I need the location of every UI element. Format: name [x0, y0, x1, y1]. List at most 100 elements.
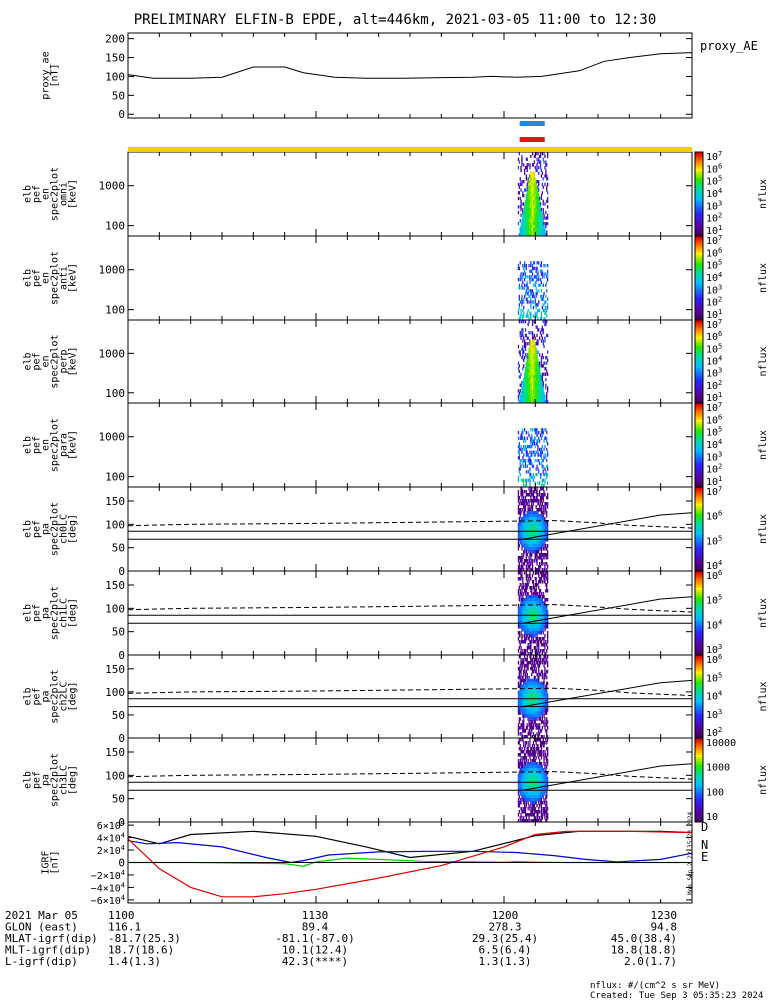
heatmap-cell [540, 356, 543, 360]
heatmap-cell [531, 541, 533, 545]
heatmap-cell [529, 188, 531, 192]
heatmap-cell [544, 708, 546, 712]
heatmap-cell [533, 442, 535, 446]
heatmap-cell [531, 762, 533, 766]
heatmap-cell [530, 303, 532, 307]
heatmap-cell [517, 493, 520, 497]
heatmap-cell [528, 511, 530, 515]
heatmap-cell [528, 777, 530, 781]
heatmap-cell [524, 344, 527, 349]
heatmap-cell [539, 684, 541, 689]
heatmap-cell [528, 361, 530, 365]
heatmap-cell [543, 735, 545, 739]
heatmap-cell [544, 693, 546, 697]
colorbar-cell [695, 396, 703, 400]
colorbar-cell [695, 166, 703, 170]
heatmap-cell [531, 529, 533, 533]
heatmap-cell [545, 372, 547, 376]
colorbar-cell [695, 164, 703, 168]
heatmap-cell [544, 523, 546, 527]
heatmap-cell [543, 517, 545, 521]
heatmap-cell [527, 292, 529, 296]
heatmap-cell [545, 216, 547, 220]
heatmap-cell [524, 520, 527, 524]
heatmap-cell [530, 487, 532, 491]
heatmap-cell [522, 607, 524, 611]
heatmap-cell [533, 347, 535, 351]
heatmap-cell [527, 314, 529, 318]
heatmap-cell [522, 729, 524, 733]
heatmap-cell [543, 672, 545, 677]
heatmap-cell [525, 481, 527, 485]
heatmap-cell [524, 813, 527, 817]
colorbar-cell [695, 679, 703, 683]
heatmap-cell [539, 753, 542, 757]
colorbar-cell [695, 461, 703, 465]
heatmap-cell [545, 774, 547, 778]
heatmap-cell [530, 780, 532, 784]
heatmap-cell [531, 514, 533, 518]
heatmap-cell [522, 286, 524, 290]
heatmap-cell [546, 547, 548, 551]
heatmap-cell [517, 616, 520, 620]
colorbar-cell [695, 187, 703, 191]
ylabel-line: spec2plot [50, 251, 61, 305]
heatmap-cell [531, 619, 533, 623]
heatmap-cell [522, 447, 524, 452]
heatmap-cell [522, 556, 524, 560]
heatmap-cell [526, 292, 528, 296]
colorbar-cell [695, 238, 703, 241]
heatmap-cell [519, 473, 521, 477]
heatmap-cell [521, 478, 523, 482]
heatmap-cell [524, 459, 526, 463]
heatmap-cell [523, 786, 525, 790]
heatmap-cell [521, 705, 523, 709]
heatmap-cell [534, 526, 536, 530]
colorbar-cell [695, 608, 703, 612]
heatmap-cell [523, 672, 525, 677]
heatmap-cell [519, 780, 521, 784]
heatmap-cell [533, 523, 535, 527]
heatmap-cell [537, 604, 539, 608]
heatmap-cell [531, 625, 533, 629]
heatmap-cell [539, 224, 541, 229]
heatmap-cell [523, 717, 525, 721]
heatmap-cell [538, 227, 540, 231]
heatmap-cell [537, 224, 539, 229]
colorbar-cell [695, 355, 703, 358]
heatmap-cell [538, 202, 540, 206]
heatmap-cell [531, 580, 534, 584]
heatmap-cell [527, 389, 529, 393]
heatmap-cell [539, 556, 542, 560]
heatmap-cell [526, 233, 528, 237]
heatmap-cell [521, 616, 523, 620]
heatmap-cell [539, 447, 541, 452]
heatmap-cell [529, 604, 531, 608]
heatmap-cell [529, 199, 531, 203]
heatmap-cell [519, 511, 521, 515]
heatmap-cell [530, 604, 532, 608]
heatmap-cell [519, 467, 521, 471]
heatmap-cell [544, 634, 546, 638]
heatmap-cell [525, 367, 527, 371]
heatmap-cell [529, 213, 531, 217]
heatmap-cell [528, 185, 530, 189]
heatmap-cell [524, 378, 527, 382]
heatmap-cell [520, 487, 522, 491]
heatmap-cell [524, 699, 526, 703]
heatmap-cell [522, 714, 524, 718]
heatmap-cell [533, 783, 535, 787]
heatmap-cell [520, 224, 522, 229]
heatmap-cell [536, 459, 538, 463]
heatmap-cell [533, 154, 535, 159]
heatmap-cell [528, 604, 530, 608]
heatmap-cell [538, 810, 540, 814]
heatmap-cell [523, 394, 525, 398]
heatmap-cell [534, 222, 536, 226]
heatmap-cell [530, 461, 532, 466]
heatmap-cell [542, 690, 544, 695]
heatmap-cell [529, 711, 531, 715]
heatmap-cell [523, 592, 525, 596]
heatmap-cell [532, 541, 535, 545]
heatmap-cell [532, 628, 535, 632]
